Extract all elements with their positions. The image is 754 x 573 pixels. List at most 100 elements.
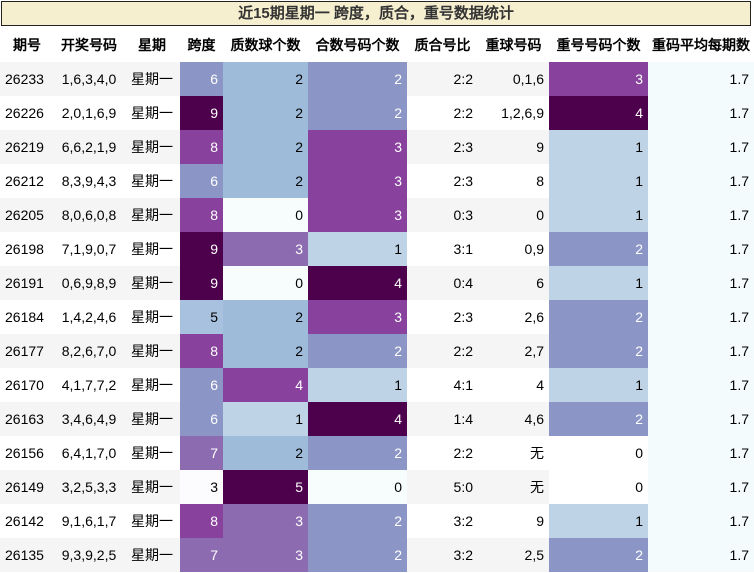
cell-span: 5 <box>180 300 223 334</box>
cell-repeat-count: 2 <box>549 402 648 436</box>
cell-composite-count: 3 <box>308 130 407 164</box>
header-weekday[interactable]: 星期 <box>124 28 180 62</box>
header-composite-count[interactable]: 合数号码个数 <box>308 28 407 62</box>
table-row: 26177 8,2,6,7,0 星期一 8 2 2 2:2 2,7 2 1.7 <box>0 334 754 368</box>
cell-span: 6 <box>180 368 223 402</box>
cell-avg-repeat: 1.7 <box>648 402 754 436</box>
cell-ratio: 4:1 <box>407 368 478 402</box>
cell-composite-count: 2 <box>308 538 407 572</box>
header-repeat-count[interactable]: 重号号码个数 <box>549 28 648 62</box>
cell-span: 7 <box>180 436 223 470</box>
cell-ratio: 2:2 <box>407 96 478 130</box>
cell-ratio: 2:3 <box>407 130 478 164</box>
cell-weekday: 星期一 <box>124 266 180 300</box>
header-avg-repeat[interactable]: 重码平均每期数 <box>648 28 754 62</box>
cell-repeat-count: 2 <box>549 538 648 572</box>
cell-repeat-count: 1 <box>549 368 648 402</box>
cell-avg-repeat: 1.7 <box>648 538 754 572</box>
cell-composite-count: 4 <box>308 266 407 300</box>
cell-weekday: 星期一 <box>124 198 180 232</box>
cell-numbers: 6,4,1,7,0 <box>54 436 124 470</box>
table-row: 26184 1,4,2,4,6 星期一 5 2 3 2:3 2,6 2 1.7 <box>0 300 754 334</box>
cell-repeat-numbers: 4 <box>478 368 549 402</box>
cell-span: 6 <box>180 164 223 198</box>
cell-weekday: 星期一 <box>124 402 180 436</box>
header-repeat-numbers[interactable]: 重球号码 <box>478 28 549 62</box>
header-row: 期号 开奖号码 星期 跨度 质数球个数 合数号码个数 质合号比 重球号码 重号号… <box>0 28 754 62</box>
cell-ratio: 2:2 <box>407 436 478 470</box>
cell-ratio: 3:2 <box>407 504 478 538</box>
cell-repeat-numbers: 无 <box>478 470 549 504</box>
cell-repeat-count: 1 <box>549 504 648 538</box>
cell-issue: 26156 <box>0 436 54 470</box>
cell-avg-repeat: 1.7 <box>648 130 754 164</box>
table-row: 26212 8,3,9,4,3 星期一 6 2 3 2:3 8 1 1.7 <box>0 164 754 198</box>
cell-weekday: 星期一 <box>124 538 180 572</box>
cell-numbers: 6,6,2,1,9 <box>54 130 124 164</box>
cell-avg-repeat: 1.7 <box>648 436 754 470</box>
table-row: 26149 3,2,5,3,3 星期一 3 5 0 5:0 无 0 1.7 <box>0 470 754 504</box>
cell-repeat-numbers: 4,6 <box>478 402 549 436</box>
cell-issue: 26149 <box>0 470 54 504</box>
cell-issue: 26191 <box>0 266 54 300</box>
cell-avg-repeat: 1.7 <box>648 198 754 232</box>
cell-avg-repeat: 1.7 <box>648 62 754 96</box>
cell-ratio: 2:2 <box>407 334 478 368</box>
cell-weekday: 星期一 <box>124 334 180 368</box>
cell-repeat-numbers: 8 <box>478 164 549 198</box>
cell-span: 6 <box>180 62 223 96</box>
cell-avg-repeat: 1.7 <box>648 164 754 198</box>
cell-prime-count: 0 <box>223 266 308 300</box>
cell-repeat-count: 3 <box>549 62 648 96</box>
table-row: 26163 3,4,6,4,9 星期一 6 1 4 1:4 4,6 2 1.7 <box>0 402 754 436</box>
cell-composite-count: 2 <box>308 96 407 130</box>
cell-ratio: 3:1 <box>407 232 478 266</box>
cell-repeat-count: 0 <box>549 436 648 470</box>
cell-span: 8 <box>180 504 223 538</box>
table-row: 26205 8,0,6,0,8 星期一 8 0 3 0:3 0 1 1.7 <box>0 198 754 232</box>
cell-numbers: 9,1,6,1,7 <box>54 504 124 538</box>
cell-prime-count: 2 <box>223 62 308 96</box>
cell-prime-count: 2 <box>223 334 308 368</box>
cell-numbers: 3,4,6,4,9 <box>54 402 124 436</box>
header-span[interactable]: 跨度 <box>180 28 223 62</box>
cell-repeat-numbers: 0,9 <box>478 232 549 266</box>
cell-composite-count: 3 <box>308 164 407 198</box>
cell-repeat-count: 1 <box>549 266 648 300</box>
header-numbers[interactable]: 开奖号码 <box>54 28 124 62</box>
table-row: 26191 0,6,9,8,9 星期一 9 0 4 0:4 6 1 1.7 <box>0 266 754 300</box>
cell-composite-count: 1 <box>308 232 407 266</box>
cell-numbers: 0,6,9,8,9 <box>54 266 124 300</box>
cell-numbers: 8,2,6,7,0 <box>54 334 124 368</box>
cell-repeat-count: 4 <box>549 96 648 130</box>
table-title: 近15期星期一 跨度，质合，重号数据统计 <box>1 1 751 26</box>
cell-issue: 26226 <box>0 96 54 130</box>
cell-repeat-numbers: 2,7 <box>478 334 549 368</box>
cell-composite-count: 2 <box>308 62 407 96</box>
cell-ratio: 0:4 <box>407 266 478 300</box>
cell-weekday: 星期一 <box>124 300 180 334</box>
table-row: 26226 2,0,1,6,9 星期一 9 2 2 2:2 1,2,6,9 4 1.7 <box>0 96 754 130</box>
header-issue[interactable]: 期号 <box>0 28 54 62</box>
cell-repeat-numbers: 1,2,6,9 <box>478 96 549 130</box>
cell-avg-repeat: 1.7 <box>648 300 754 334</box>
cell-composite-count: 3 <box>308 198 407 232</box>
cell-span: 8 <box>180 334 223 368</box>
cell-repeat-numbers: 0 <box>478 198 549 232</box>
cell-ratio: 2:3 <box>407 164 478 198</box>
cell-repeat-count: 2 <box>549 334 648 368</box>
cell-composite-count: 2 <box>308 436 407 470</box>
cell-numbers: 3,2,5,3,3 <box>54 470 124 504</box>
cell-numbers: 2,0,1,6,9 <box>54 96 124 130</box>
header-prime-count[interactable]: 质数球个数 <box>223 28 308 62</box>
cell-ratio: 2:3 <box>407 300 478 334</box>
cell-prime-count: 0 <box>223 198 308 232</box>
cell-composite-count: 0 <box>308 470 407 504</box>
cell-composite-count: 1 <box>308 368 407 402</box>
cell-issue: 26142 <box>0 504 54 538</box>
cell-repeat-count: 0 <box>549 470 648 504</box>
header-ratio[interactable]: 质合号比 <box>407 28 478 62</box>
cell-prime-count: 3 <box>223 538 308 572</box>
cell-span: 8 <box>180 130 223 164</box>
cell-span: 9 <box>180 232 223 266</box>
